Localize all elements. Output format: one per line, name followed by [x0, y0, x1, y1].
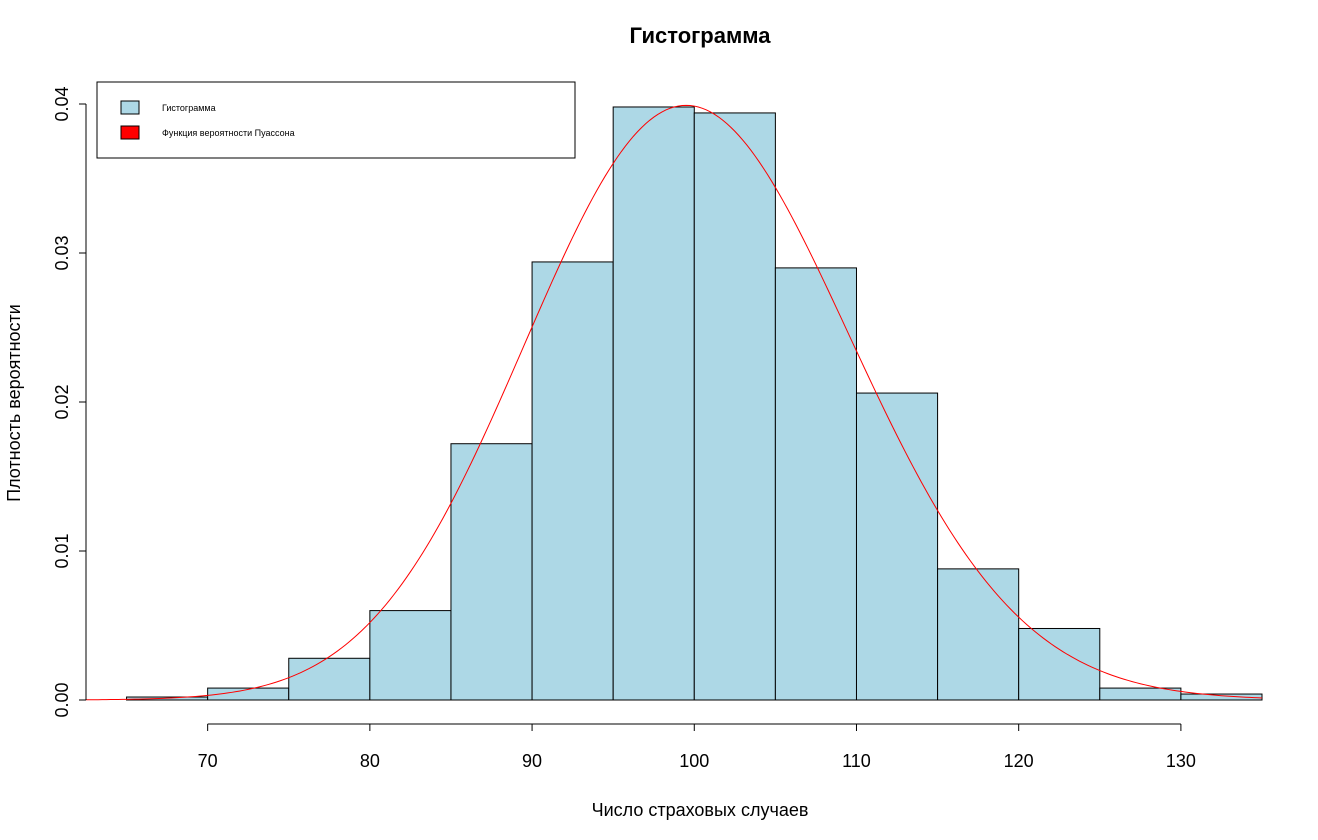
y-tick-label: 0.01 — [52, 533, 72, 568]
x-tick-label: 70 — [198, 751, 218, 771]
legend: Гистограмма Функция вероятности Пуассона — [96, 81, 576, 159]
histogram-bar — [693, 112, 776, 701]
histogram-bar — [1180, 693, 1263, 701]
y-tick-label: 0.04 — [52, 86, 72, 121]
legend-swatch-poisson — [120, 125, 140, 140]
y-tick-label: 0.00 — [52, 682, 72, 717]
x-tick-label: 90 — [522, 751, 542, 771]
histogram-bar — [612, 106, 695, 701]
legend-label-poisson: Функция вероятности Пуассона — [162, 128, 295, 138]
legend-label-histogram: Гистограмма — [162, 103, 216, 113]
x-tick-label: 100 — [679, 751, 709, 771]
histogram-bars — [126, 106, 1263, 701]
histogram-bar — [288, 657, 371, 701]
histogram-bar — [369, 610, 452, 701]
y-axis-label: Плотность вероятности — [4, 304, 24, 502]
y-axis: 0.00 0.01 0.02 0.03 0.04 — [52, 86, 87, 718]
histogram-bar — [1018, 627, 1101, 701]
x-tick-label: 110 — [842, 751, 871, 771]
x-tick-label: 80 — [360, 751, 380, 771]
chart-title: Гистограмма — [630, 23, 772, 48]
x-axis: 70 80 90 100 110 120 130 — [198, 723, 1196, 771]
histogram-bar — [855, 392, 939, 701]
histogram-bar — [774, 267, 857, 701]
x-tick-label: 130 — [1166, 751, 1196, 771]
poisson-curve — [85, 104, 1263, 701]
histogram-bar — [937, 568, 1020, 701]
legend-swatch-histogram — [120, 100, 140, 115]
y-tick-label: 0.03 — [52, 235, 72, 270]
histogram-bar — [450, 443, 533, 701]
x-tick-label: 120 — [1004, 751, 1034, 771]
y-tick-label: 0.02 — [52, 384, 72, 419]
x-axis-label: Число страховых случаев — [592, 800, 809, 820]
legend-box — [96, 81, 576, 159]
histogram-bar — [531, 261, 614, 701]
